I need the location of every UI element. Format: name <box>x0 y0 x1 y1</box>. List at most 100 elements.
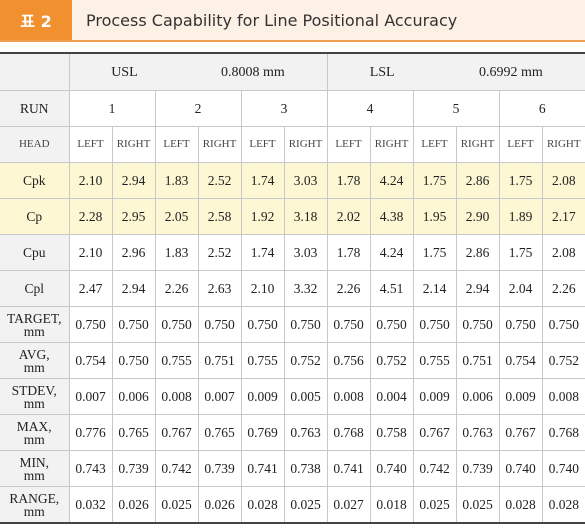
value-cell: 0.751 <box>197 342 242 379</box>
value-cell: 0.750 <box>498 306 543 343</box>
value-cell: 2.05 <box>154 198 199 235</box>
head-side: RIGHT <box>369 126 414 163</box>
value-cell: 0.768 <box>541 414 585 451</box>
row-label-line: MAX, <box>16 418 52 434</box>
value-cell: 0.008 <box>541 378 585 415</box>
value-cell: 2.26 <box>154 270 199 307</box>
value-cell: 3.03 <box>283 162 328 199</box>
corner-cell <box>0 52 70 91</box>
limits-row: USL 0.8008 mm LSL 0.6992 mm <box>0 52 585 91</box>
value-cell: 0.027 <box>326 486 371 524</box>
value-cell: 1.83 <box>154 162 199 199</box>
value-cell: 0.006 <box>455 378 500 415</box>
value-cell: 2.14 <box>412 270 457 307</box>
value-cell: 1.75 <box>498 234 543 271</box>
row-label: Cpu <box>0 234 70 271</box>
value-cell: 1.78 <box>326 234 371 271</box>
value-cell: 0.008 <box>326 378 371 415</box>
value-cell: 0.758 <box>369 414 414 451</box>
row-label-line: mm <box>23 503 45 519</box>
data-row: MIN, mm 0.743 0.739 0.742 0.739 0.741 0.738 0.74… <box>0 450 585 487</box>
value-cell: 3.32 <box>283 270 328 307</box>
limit-pair: LSL 0.6992 mm <box>328 65 585 79</box>
head-side: LEFT <box>326 126 371 163</box>
value-cell: 2.10 <box>68 234 113 271</box>
value-cell: 2.02 <box>326 198 371 235</box>
value-cell: 0.025 <box>455 486 500 524</box>
value-cell: 2.94 <box>111 270 156 307</box>
value-cell: 1.95 <box>412 198 457 235</box>
row-label: HEAD <box>0 126 70 163</box>
value-cell: 1.78 <box>326 162 371 199</box>
value-cell: 0.026 <box>197 486 242 524</box>
value-cell: 0.741 <box>326 450 371 487</box>
value-cell: 2.95 <box>111 198 156 235</box>
head-side: RIGHT <box>455 126 500 163</box>
value-cell: 0.025 <box>154 486 199 524</box>
value-cell: 0.750 <box>68 306 113 343</box>
value-cell: 0.739 <box>111 450 156 487</box>
table-title: Process Capability for Line Positional A… <box>86 10 458 30</box>
value-cell: 0.769 <box>240 414 285 451</box>
row-label: MIN, mm <box>0 450 70 487</box>
head-side: RIGHT <box>541 126 585 163</box>
value-cell: 0.750 <box>154 306 199 343</box>
row-label-line: mm <box>23 467 45 483</box>
value-cell: 0.026 <box>111 486 156 524</box>
data-row: TARGET, mm 0.750 0.750 0.750 0.750 0.750 0.750 0… <box>0 306 585 343</box>
value-cell: 2.47 <box>68 270 113 307</box>
row-label-line: Cp <box>26 209 43 224</box>
value-cell: 2.63 <box>197 270 242 307</box>
value-cell: 0.750 <box>111 342 156 379</box>
row-label: STDEV, mm <box>0 378 70 415</box>
row-label: Cp <box>0 198 70 235</box>
value-cell: 0.006 <box>111 378 156 415</box>
value-cell: 1.74 <box>240 162 285 199</box>
value-cell: 0.739 <box>455 450 500 487</box>
head-side: LEFT <box>68 126 113 163</box>
value-cell: 0.765 <box>111 414 156 451</box>
value-cell: 0.007 <box>197 378 242 415</box>
row-label-line: Cpk <box>22 173 46 188</box>
data-row: RANGE, mm 0.032 0.026 0.025 0.026 0.028 0.025 0.… <box>0 486 585 524</box>
value-cell: 2.52 <box>197 234 242 271</box>
value-cell: 0.028 <box>541 486 585 524</box>
value-cell: 1.89 <box>498 198 543 235</box>
value-cell: 0.750 <box>326 306 371 343</box>
run-row: RUN 1 2 3 4 5 6 <box>0 90 585 127</box>
value-cell: 2.26 <box>541 270 585 307</box>
value-cell: 0.752 <box>369 342 414 379</box>
value-cell: 4.51 <box>369 270 414 307</box>
value-cell: 0.009 <box>498 378 543 415</box>
value-cell: 0.742 <box>412 450 457 487</box>
value-cell: 0.742 <box>154 450 199 487</box>
head-side: LEFT <box>498 126 543 163</box>
row-label: RUN <box>0 90 70 127</box>
value-cell: 3.03 <box>283 234 328 271</box>
value-cell: 0.028 <box>498 486 543 524</box>
data-row: MAX, mm 0.776 0.765 0.767 0.765 0.769 0.763 0.76… <box>0 414 585 451</box>
value-cell: 0.743 <box>68 450 113 487</box>
value-cell: 2.10 <box>240 270 285 307</box>
value-cell: 0.738 <box>283 450 328 487</box>
value-cell: 0.028 <box>240 486 285 524</box>
limit-cell: USL 0.8008 mm <box>68 52 328 91</box>
table-number: 표 2 <box>0 0 72 40</box>
value-cell: 0.755 <box>154 342 199 379</box>
row-label-line: AVG, <box>18 346 50 362</box>
row-label-line: mm <box>23 395 45 411</box>
run-number: 6 <box>498 90 585 127</box>
row-label-line: TARGET, <box>6 310 62 326</box>
value-cell: 2.94 <box>455 270 500 307</box>
value-cell: 2.86 <box>455 162 500 199</box>
limit-pair: USL 0.8008 mm <box>70 65 327 79</box>
value-cell: 0.750 <box>197 306 242 343</box>
row-label-line: mm <box>23 359 45 375</box>
head-side: RIGHT <box>197 126 242 163</box>
value-cell: 0.751 <box>455 342 500 379</box>
value-cell: 2.17 <box>541 198 585 235</box>
value-cell: 0.750 <box>369 306 414 343</box>
run-number: 3 <box>240 90 328 127</box>
value-cell: 2.10 <box>68 162 113 199</box>
